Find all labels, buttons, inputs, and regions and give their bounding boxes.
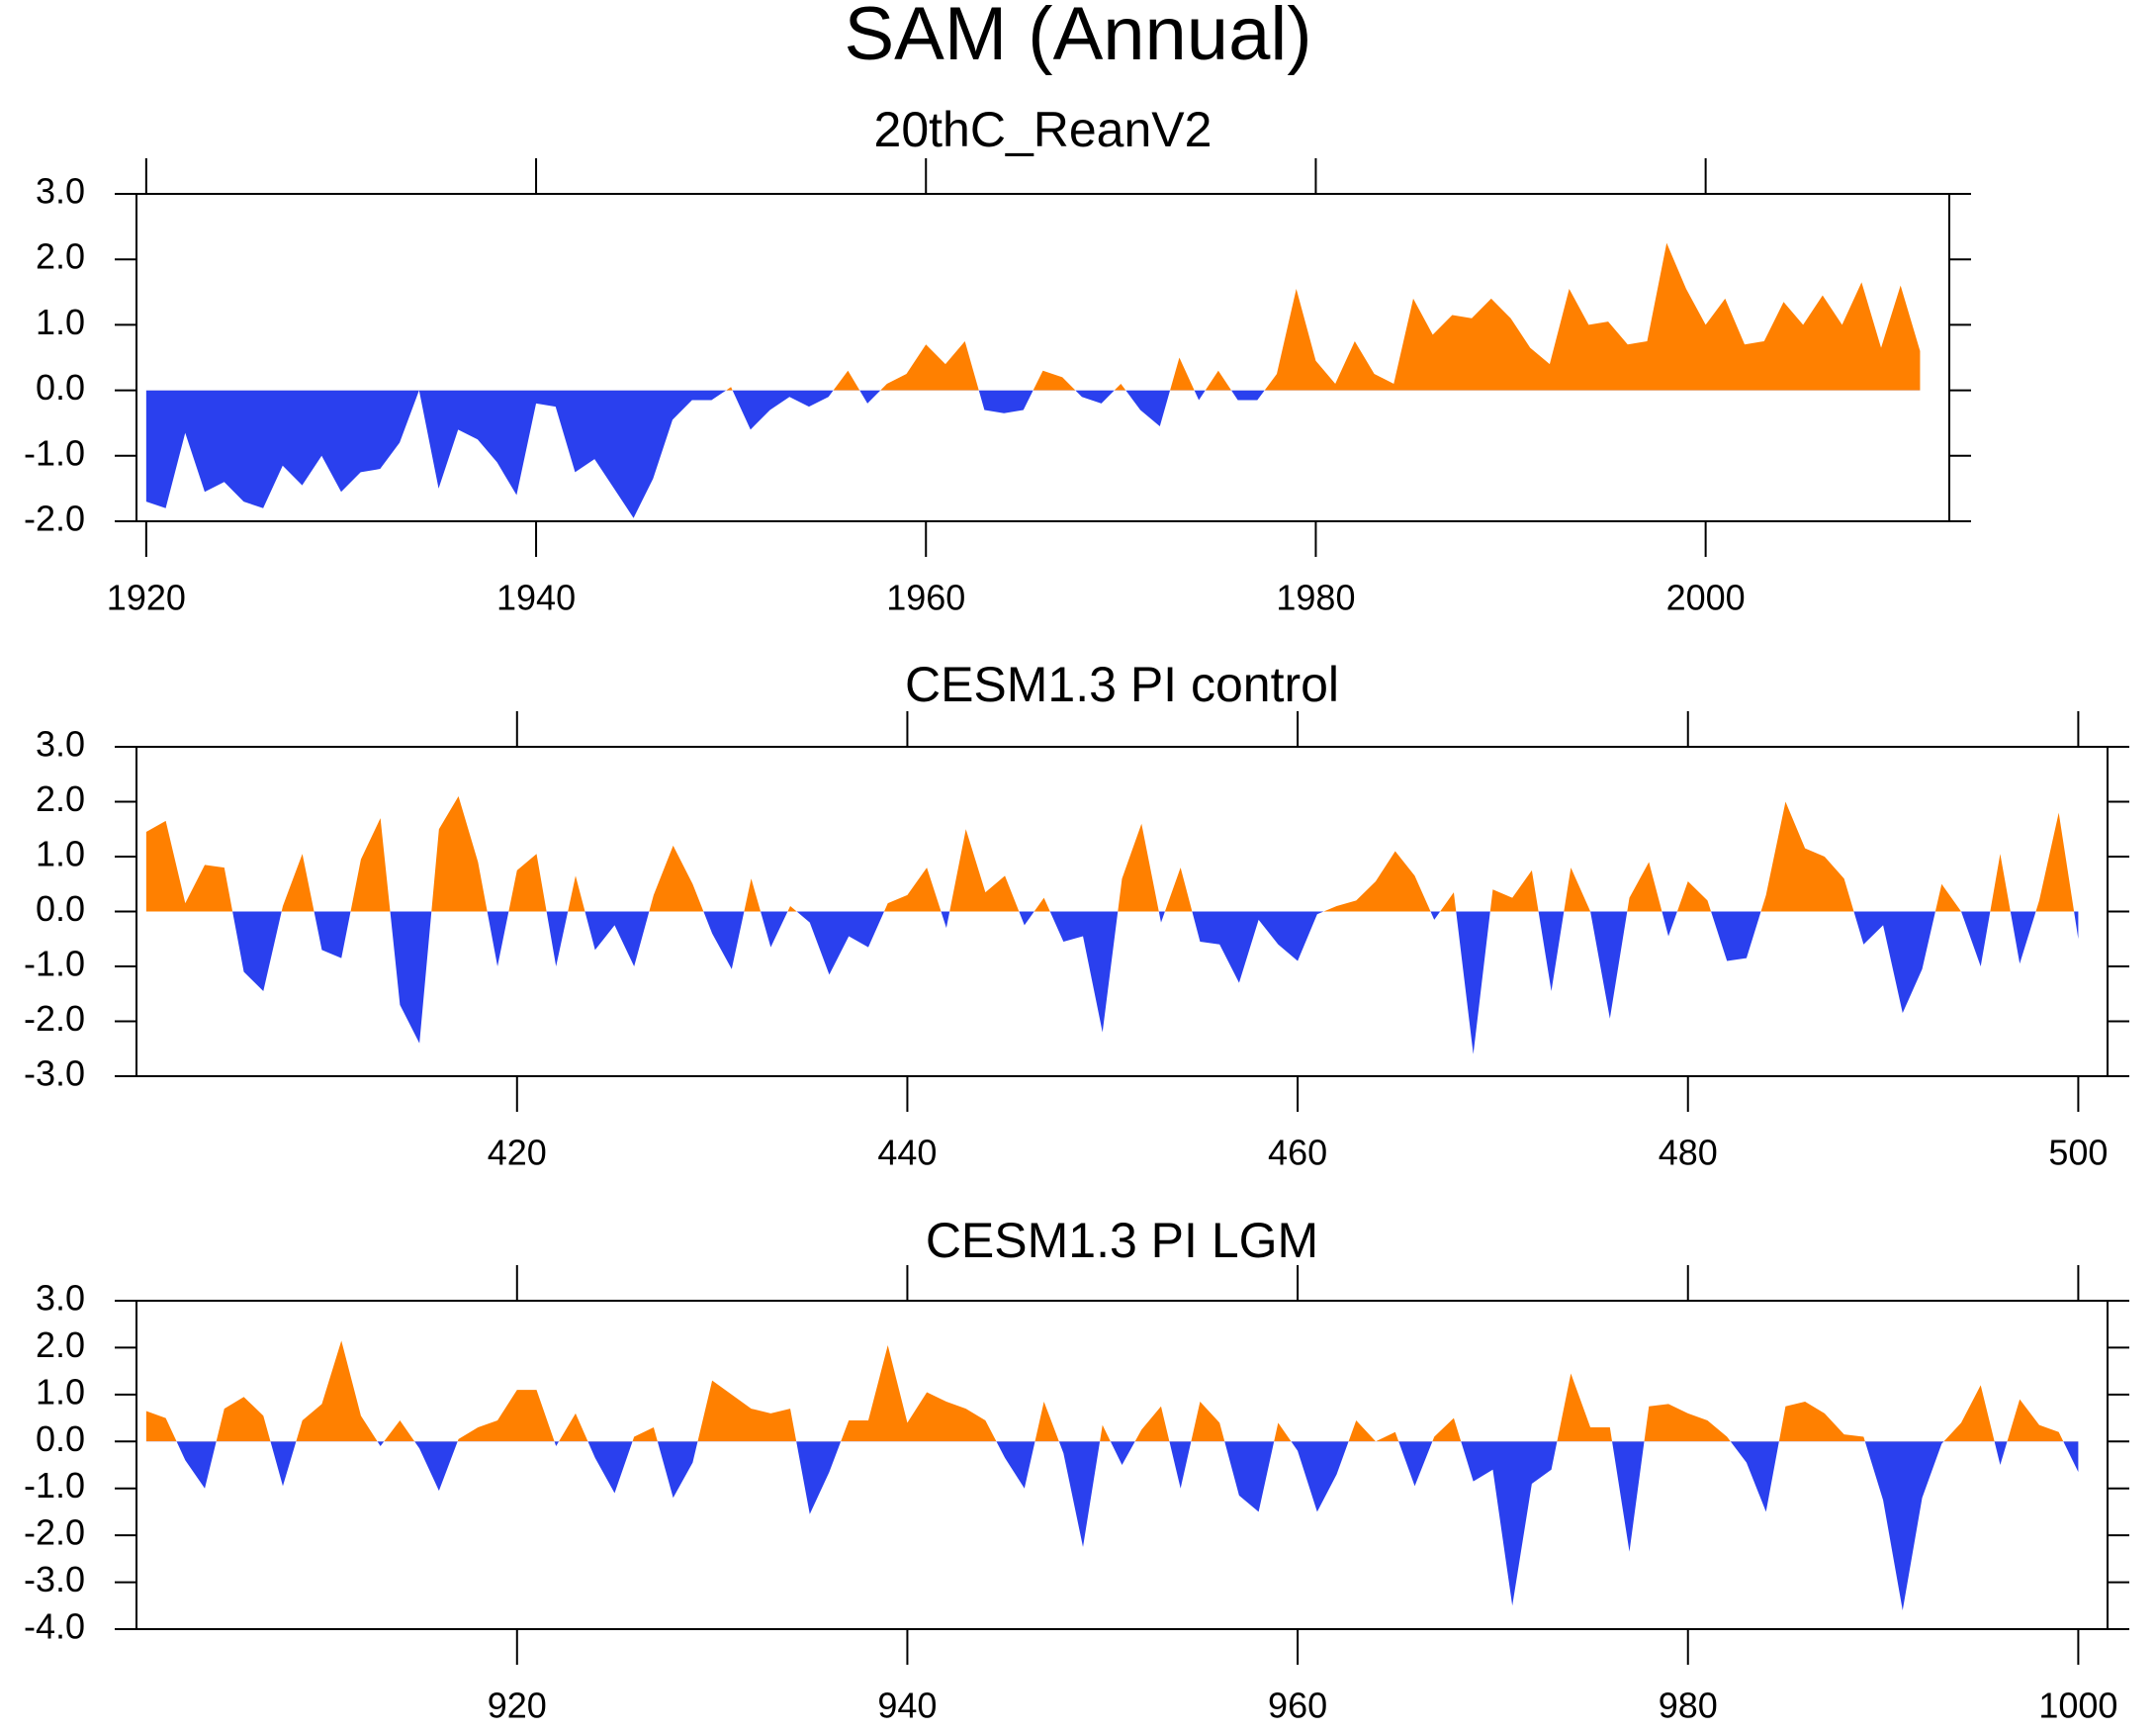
main-title: SAM (Annual) bbox=[844, 0, 1311, 76]
y-tick-label: 0.0 bbox=[36, 888, 85, 929]
y-tick-label: 1.0 bbox=[36, 834, 85, 874]
y-tick-label: -2.0 bbox=[24, 1512, 85, 1553]
y-tick-label: 2.0 bbox=[36, 1324, 85, 1365]
positive-area bbox=[145, 242, 1921, 391]
x-tick-label: 980 bbox=[1659, 1686, 1718, 1726]
x-tick-label: 2000 bbox=[1666, 578, 1746, 618]
negative-area bbox=[145, 1441, 2079, 1611]
negative-area bbox=[145, 390, 1265, 518]
y-tick-label: 3.0 bbox=[36, 1278, 85, 1319]
x-tick-label: 440 bbox=[877, 1133, 937, 1173]
y-tick-label: 3.0 bbox=[36, 724, 85, 765]
y-tick-label: -3.0 bbox=[24, 1053, 85, 1094]
y-tick-label: -1.0 bbox=[24, 432, 85, 473]
x-tick-label: 960 bbox=[1268, 1686, 1327, 1726]
y-tick-label: -4.0 bbox=[24, 1606, 85, 1647]
x-tick-label: 500 bbox=[2048, 1133, 2108, 1173]
negative-area bbox=[145, 911, 2079, 1054]
y-tick-label: -3.0 bbox=[24, 1559, 85, 1599]
x-tick-label: 940 bbox=[877, 1686, 937, 1726]
x-tick-label: 420 bbox=[488, 1133, 547, 1173]
y-tick-label: -2.0 bbox=[24, 998, 85, 1039]
panel-title: 20thC_ReanV2 bbox=[874, 102, 1213, 157]
positive-area bbox=[145, 1340, 2064, 1442]
panel-title: CESM1.3 PI control bbox=[905, 657, 1339, 712]
x-tick-label: 1920 bbox=[107, 578, 186, 618]
x-tick-label: 1960 bbox=[886, 578, 965, 618]
x-tick-label: 1000 bbox=[2038, 1686, 2117, 1726]
x-tick-label: 1940 bbox=[496, 578, 576, 618]
y-tick-label: -1.0 bbox=[24, 944, 85, 984]
y-tick-label: 1.0 bbox=[36, 302, 85, 342]
plot-frame bbox=[135, 1300, 2109, 1630]
plot-frame bbox=[135, 193, 1950, 522]
y-tick-label: 2.0 bbox=[36, 236, 85, 277]
panel-title: CESM1.3 PI LGM bbox=[926, 1213, 1318, 1268]
x-tick-label: 460 bbox=[1268, 1133, 1327, 1173]
x-tick-label: 480 bbox=[1659, 1133, 1718, 1173]
y-tick-label: 1.0 bbox=[36, 1371, 85, 1412]
x-tick-label: 1980 bbox=[1276, 578, 1355, 618]
y-tick-label: 0.0 bbox=[36, 1418, 85, 1459]
y-tick-label: 3.0 bbox=[36, 171, 85, 212]
y-tick-label: -1.0 bbox=[24, 1465, 85, 1505]
y-tick-label: -2.0 bbox=[24, 499, 85, 539]
y-tick-label: 0.0 bbox=[36, 367, 85, 408]
x-tick-label: 920 bbox=[488, 1686, 547, 1726]
y-tick-label: 2.0 bbox=[36, 778, 85, 819]
